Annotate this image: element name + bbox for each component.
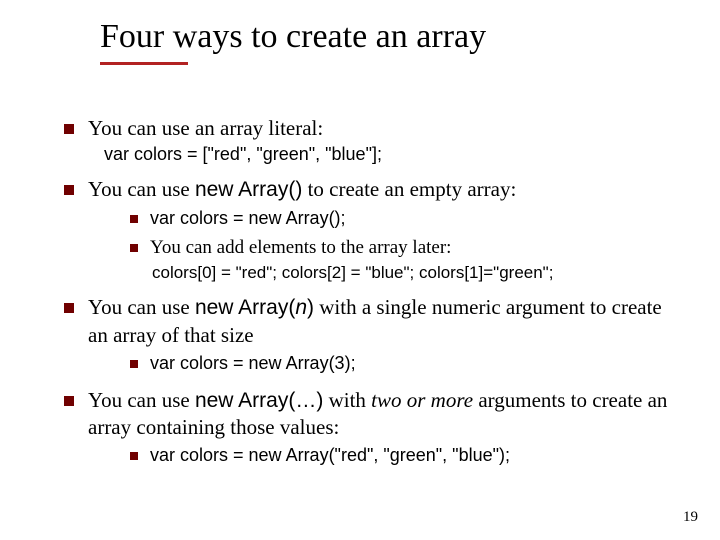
bullet-3-sub-1-code: var colors = new Array(3);: [150, 353, 356, 373]
bullet-2-kw: new Array(): [195, 178, 302, 201]
bullet-2-suffix: to create an empty array:: [302, 177, 516, 201]
bullet-3-arg: n: [295, 296, 307, 319]
bullet-2: You can use new Array() to create an emp…: [60, 176, 680, 285]
bullet-3-sub-1: var colors = new Array(3);: [128, 352, 680, 377]
bullet-4-prefix: You can use: [88, 388, 195, 412]
bullet-list: You can use an array literal: var colors…: [60, 115, 680, 469]
bullet-4-kw: new Array(…): [195, 389, 323, 412]
bullet-2-sub-1: var colors = new Array();: [128, 207, 680, 232]
bullet-2-sub-2-code: colors[0] = "red"; colors[2] = "blue"; c…: [150, 260, 680, 284]
bullet-1-text: You can use an array literal:: [88, 116, 323, 140]
bullet-2-sub-1-code: var colors = new Array();: [150, 208, 346, 228]
bullet-2-sub-2: You can add elements to the array later:…: [128, 236, 680, 285]
slide: Four ways to create an array You can use…: [0, 0, 720, 540]
bullet-2-prefix: You can use: [88, 177, 195, 201]
bullet-2-sublist: var colors = new Array(); You can add el…: [128, 207, 680, 284]
bullet-2-sub-2-text: You can add elements to the array later:: [150, 237, 451, 258]
bullet-4-sub-1-code: var colors = new Array("red", "green", "…: [150, 445, 510, 465]
bullet-4-sub-1: var colors = new Array("red", "green", "…: [128, 444, 680, 469]
bullet-3-sublist: var colors = new Array(3);: [128, 352, 680, 377]
bullet-4-ital: two or more: [371, 388, 473, 412]
slide-title: Four ways to create an array: [100, 18, 720, 56]
page-number: 19: [683, 509, 698, 526]
bullet-4-sublist: var colors = new Array("red", "green", "…: [128, 444, 680, 469]
bullet-3: You can use new Array(n) with a single n…: [60, 294, 680, 376]
content-area: You can use an array literal: var colors…: [0, 65, 720, 469]
bullet-3-prefix: You can use: [88, 295, 195, 319]
bullet-3-kw1: new Array(: [195, 296, 295, 319]
bullet-1-code: var colors = ["red", "green", "blue"];: [88, 141, 680, 166]
bullet-4: You can use new Array(…) with two or mor…: [60, 387, 680, 469]
bullet-4-mid: with: [323, 388, 371, 412]
bullet-3-kw2: ): [307, 296, 314, 319]
bullet-1: You can use an array literal: var colors…: [60, 115, 680, 166]
title-block: Four ways to create an array: [0, 0, 720, 65]
